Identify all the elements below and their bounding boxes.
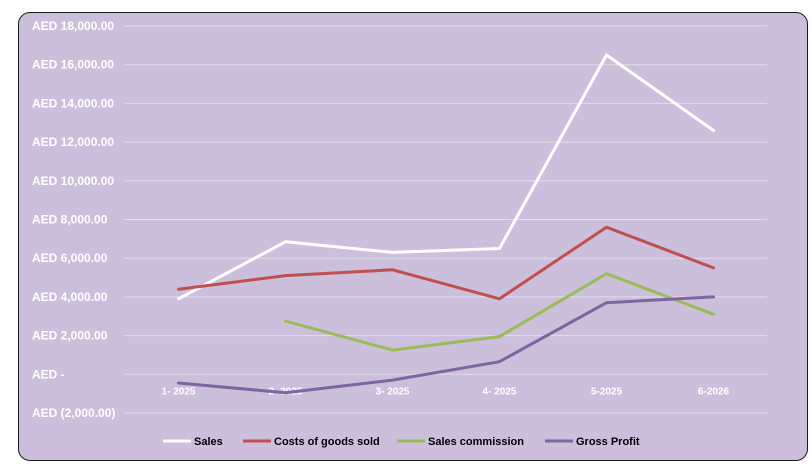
series-line-sales (177, 53, 715, 301)
legend: Sales Costs of goods sold Sales commission… (163, 436, 640, 448)
legend-label: Sales (194, 436, 223, 448)
legend-label: Gross Profit (576, 436, 640, 448)
y-tick-label: AED 18,000.00 (32, 19, 114, 33)
y-tick-label: AED - (32, 367, 65, 381)
y-tick-label: AED 2,000.00 (32, 329, 108, 343)
y-tick-label: AED 6,000.00 (32, 251, 108, 265)
y-tick-label: AED 12,000.00 (32, 135, 114, 149)
y-axis-tick-labels: AED (2,000.00) AED - AED 2,000.00 AED 4,000… (32, 19, 115, 420)
gridlines (125, 25, 767, 414)
y-tick-label: AED (2,000.00) (32, 406, 115, 420)
series-line-costs-of-goods-sold (177, 225, 715, 301)
x-tick-label: 3- 2025 (376, 386, 410, 397)
chart-area (18, 12, 808, 461)
y-tick-label: AED 8,000.00 (32, 213, 108, 227)
y-tick-label: AED 4,000.00 (32, 290, 108, 304)
x-tick-label: 1- 2025 (162, 386, 196, 397)
x-tick-label: 6-2026 (698, 386, 730, 397)
legend-label: Sales commission (428, 436, 524, 448)
series-line-gross-profit (177, 295, 715, 395)
x-tick-label: 4- 2025 (483, 386, 517, 397)
series-line-sales-commission (284, 272, 715, 352)
x-tick-label: 5-2025 (591, 386, 623, 397)
y-tick-label: AED 10,000.00 (32, 174, 114, 188)
series-lines (177, 53, 715, 395)
y-tick-label: AED 16,000.00 (32, 58, 114, 72)
y-tick-label: AED 14,000.00 (32, 96, 114, 110)
legend-label: Costs of goods sold (274, 436, 380, 448)
